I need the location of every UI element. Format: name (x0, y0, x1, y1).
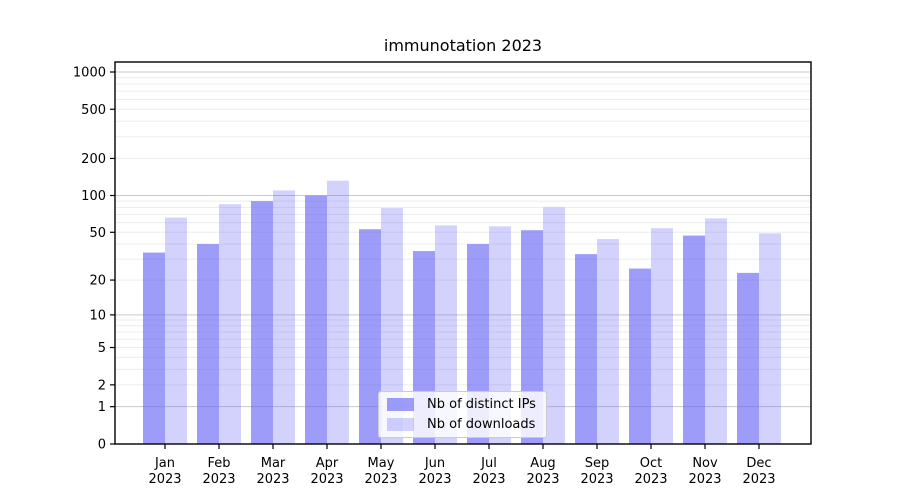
bar-distinct-ips-dec (737, 272, 759, 444)
x-tick-label-year: 2023 (148, 472, 181, 487)
legend-item-downloads: Nb of downloads (387, 417, 536, 432)
y-tick-label: 0 (98, 438, 106, 453)
legend: Nb of distinct IPs Nb of downloads (378, 391, 547, 438)
bar-downloads-oct (651, 228, 673, 444)
x-tick-label-year: 2023 (742, 472, 775, 487)
y-tick-label: 500 (81, 103, 106, 118)
chart-title: immunotation 2023 (383, 36, 543, 55)
y-tick-label: 20 (89, 274, 106, 289)
bar-downloads-jul (489, 226, 511, 444)
x-tick-label-year: 2023 (472, 472, 505, 487)
legend-label-downloads: Nb of downloads (427, 417, 536, 432)
x-tick-label-month: Sep (585, 456, 610, 471)
x-tick-label-month: Jan (154, 456, 175, 471)
y-tick-label: 100 (81, 189, 106, 204)
x-tick-label-month: Dec (746, 456, 771, 471)
bar-downloads-sep (597, 239, 619, 444)
x-tick-label-month: Jul (480, 456, 497, 471)
y-tick-label: 1 (98, 400, 106, 415)
x-tick-label-year: 2023 (256, 472, 289, 487)
bar-distinct-ips-sep (575, 254, 597, 444)
y-tick-label: 200 (81, 152, 106, 167)
bar-distinct-ips-oct (629, 268, 651, 444)
x-tick-label-year: 2023 (580, 472, 613, 487)
x-tick-label-month: Jun (424, 456, 445, 471)
x-tick-label-month: Aug (530, 456, 555, 471)
bar-distinct-ips-aug (521, 230, 543, 444)
bar-downloads-jan (165, 217, 187, 444)
plot-frame (114, 61, 812, 445)
legend-swatch-distinct-ips (387, 398, 414, 411)
x-tick-label-month: Oct (640, 456, 662, 471)
x-tick-label-month: Nov (692, 456, 718, 471)
bar-downloads-jun (435, 225, 457, 444)
x-tick-label-year: 2023 (310, 472, 343, 487)
y-tick-label: 2 (98, 378, 106, 393)
x-tick-label-year: 2023 (634, 472, 667, 487)
bar-downloads-dec (759, 233, 781, 444)
x-tick-label-month: Feb (207, 456, 230, 471)
x-tick-label-year: 2023 (364, 472, 397, 487)
bar-distinct-ips-apr (305, 195, 327, 444)
x-tick-label-year: 2023 (526, 472, 559, 487)
legend-label-distinct-ips: Nb of distinct IPs (427, 397, 536, 412)
x-tick-label-year: 2023 (418, 472, 451, 487)
y-tick-label: 1000 (73, 66, 106, 81)
legend-item-distinct-ips: Nb of distinct IPs (387, 397, 536, 412)
legend-swatch-downloads (387, 418, 414, 431)
bar-downloads-apr (327, 180, 349, 445)
bar-downloads-feb (219, 204, 241, 444)
bar-distinct-ips-feb (197, 244, 219, 444)
bar-distinct-ips-nov (683, 235, 705, 444)
x-tick-label-month: Mar (261, 456, 286, 471)
x-tick-label-month: Apr (316, 456, 339, 471)
bar-distinct-ips-jan (143, 252, 165, 444)
bar-downloads-aug (543, 207, 565, 444)
bar-downloads-nov (705, 218, 727, 444)
y-tick-label: 10 (89, 308, 106, 323)
bar-downloads-may (381, 208, 403, 444)
x-tick-label-year: 2023 (688, 472, 721, 487)
y-tick-label: 50 (89, 226, 106, 241)
y-tick-label: 5 (98, 341, 106, 356)
x-tick-label-month: May (368, 456, 395, 471)
bar-distinct-ips-mar (251, 201, 273, 444)
x-tick-label-year: 2023 (202, 472, 235, 487)
bar-distinct-ips-may (359, 229, 381, 444)
bar-downloads-mar (273, 190, 295, 444)
